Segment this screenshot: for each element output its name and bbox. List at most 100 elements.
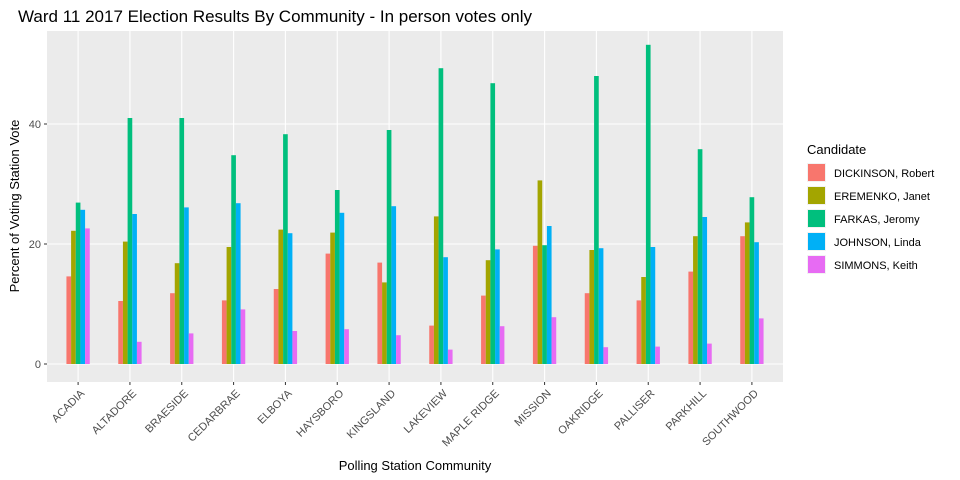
- bar: [537, 180, 543, 364]
- x-axis-title: Polling Station Community: [339, 458, 492, 473]
- bar: [283, 134, 288, 364]
- bar: [603, 347, 609, 364]
- bar: [71, 230, 76, 364]
- legend-label: FARKAS, Jeromy: [834, 214, 920, 226]
- bar: [641, 277, 646, 364]
- bar: [396, 335, 401, 364]
- legend-label: JOHNSON, Linda: [834, 237, 922, 249]
- legend-swatch: [808, 233, 825, 250]
- bar: [188, 333, 194, 364]
- x-tick-label: LAKEVIEW: [402, 387, 451, 436]
- bar: [490, 83, 496, 364]
- bar: [650, 247, 656, 364]
- bar: [693, 236, 698, 364]
- x-tick-label: CEDARBRAE: [186, 388, 243, 445]
- x-tick-label: OAKRIDGE: [556, 388, 606, 438]
- x-tick-label: ELBOYA: [255, 387, 295, 427]
- bar: [702, 217, 708, 364]
- bar: [287, 233, 293, 364]
- bar: [438, 68, 444, 364]
- y-tick-label: 0: [35, 359, 41, 371]
- bar: [85, 228, 90, 364]
- bar: [707, 343, 712, 364]
- bar: [278, 229, 284, 364]
- x-tick-label: PARKHILL: [664, 388, 710, 434]
- bar: [174, 263, 180, 364]
- x-tick-label: MISSION: [512, 388, 553, 429]
- bar: [231, 155, 236, 364]
- bar: [170, 293, 175, 364]
- legend-swatch: [808, 210, 825, 227]
- bar: [688, 271, 694, 364]
- legend-label: SIMMONS, Keith: [834, 260, 918, 272]
- bar: [344, 329, 349, 364]
- y-axis-title: Percent of Voting Station Vote: [7, 120, 22, 293]
- x-tick-label: ALTADORE: [90, 388, 139, 437]
- legend-label: EREMENKO, Janet: [834, 191, 930, 203]
- bar: [749, 197, 755, 364]
- bar: [240, 309, 246, 364]
- bar: [179, 118, 185, 364]
- legend-swatch: [808, 164, 825, 181]
- bar: [136, 341, 142, 364]
- bar: [334, 190, 340, 364]
- x-tick-label: KINGSLAND: [345, 388, 398, 441]
- bar: [377, 262, 383, 364]
- x-tick-label: MAPLE RIDGE: [440, 388, 502, 450]
- bar: [655, 346, 660, 364]
- bar: [122, 241, 128, 364]
- x-tick-label: ACADIA: [50, 387, 88, 425]
- bar: [118, 301, 123, 364]
- y-tick-label: 20: [29, 239, 41, 251]
- bar: [495, 249, 500, 364]
- bar: [132, 214, 137, 364]
- legend-swatch: [808, 187, 825, 204]
- bar: [594, 76, 599, 364]
- bar: [636, 300, 642, 364]
- bar: [532, 245, 538, 364]
- bar: [744, 222, 750, 364]
- bar: [221, 300, 227, 364]
- bars: [66, 44, 764, 365]
- bar: [325, 253, 331, 364]
- bar: [391, 206, 397, 364]
- legend-title: Candidate: [807, 142, 866, 157]
- bar: [447, 349, 453, 364]
- bar: [433, 216, 439, 364]
- x-tick-label: BRAESIDE: [143, 388, 191, 436]
- bar: [75, 202, 81, 364]
- bar: [542, 245, 547, 364]
- bar: [740, 236, 745, 364]
- bar: [382, 282, 387, 364]
- bar: [330, 232, 335, 364]
- bar: [499, 326, 505, 364]
- bar: [235, 203, 241, 364]
- bar: [584, 293, 590, 364]
- y-axis: 0 20 40: [29, 119, 47, 371]
- bar: [339, 212, 345, 364]
- bar: [697, 149, 703, 364]
- bar: [66, 276, 72, 364]
- legend: Candidate DICKINSON, Robert EREMENKO, Jan…: [807, 142, 934, 274]
- y-tick-label: 40: [29, 119, 41, 131]
- legend-swatch: [808, 256, 825, 273]
- bar: [485, 260, 491, 364]
- chart-title: Ward 11 2017 Election Results By Communi…: [18, 7, 533, 26]
- bar: [598, 248, 604, 364]
- bar: [273, 289, 279, 364]
- bar: [546, 226, 552, 364]
- bar: [645, 44, 651, 365]
- bar: [589, 250, 595, 364]
- bar: [127, 118, 133, 364]
- bar: [551, 317, 557, 364]
- plot-panel: [47, 31, 783, 382]
- bar: [80, 209, 86, 364]
- bar: [481, 295, 486, 364]
- x-tick-label: PALLISER: [612, 388, 657, 433]
- legend-label: DICKINSON, Robert: [834, 168, 934, 180]
- bar: [226, 247, 232, 364]
- bar: [184, 207, 189, 364]
- x-tick-label: SOUTHWOOD: [700, 388, 761, 449]
